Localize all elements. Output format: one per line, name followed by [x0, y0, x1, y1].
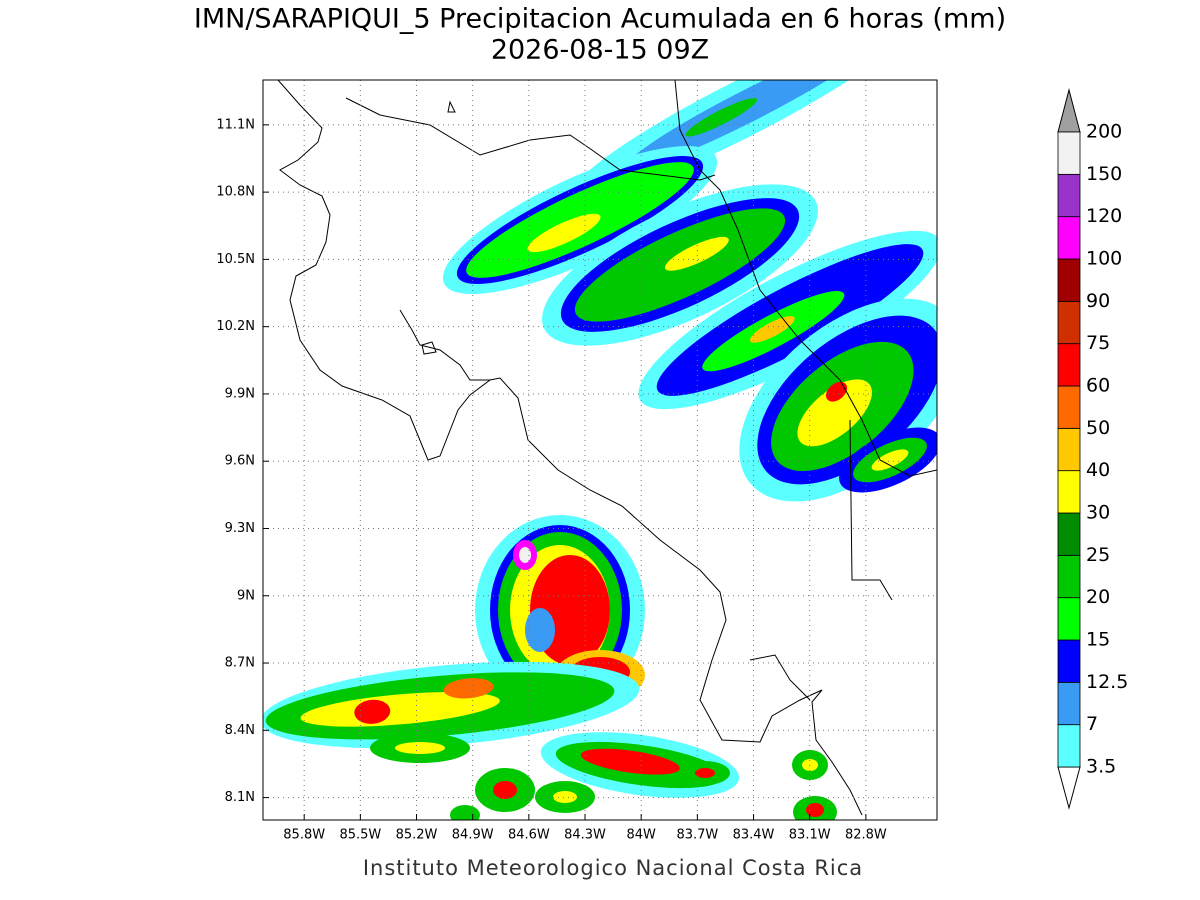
- grid: [263, 80, 937, 820]
- lat-tick-label: 10.2N: [216, 319, 255, 334]
- coastline: [277, 80, 937, 816]
- colorbar-label: 50: [1086, 417, 1110, 439]
- footer: Instituto Meteorologico Nacional Costa R…: [363, 856, 863, 880]
- colorbar-swatch: [1057, 597, 1081, 641]
- map-frame: [262, 79, 938, 821]
- colorbar-swatch: [1057, 385, 1081, 429]
- lon-tick-label: 84.6W: [508, 828, 550, 843]
- lon-tick-label: 85.5W: [339, 828, 381, 843]
- colorbar-label: 3.5: [1086, 756, 1116, 778]
- colorbar-swatch: [1057, 343, 1081, 387]
- lat-tick-label: 8.7N: [225, 656, 255, 671]
- precipitation-field: [263, 80, 937, 820]
- lat-tick-label: 9.9N: [225, 386, 255, 401]
- colorbar-swatch: [1057, 470, 1081, 514]
- colorbar-swatch: [1057, 639, 1081, 683]
- colorbar-under: [1057, 766, 1081, 810]
- lon-tick-label: 84.9W: [452, 828, 494, 843]
- lat-tick-label: 11.1N: [216, 117, 255, 132]
- colorbar-label: 40: [1086, 459, 1110, 481]
- lon-tick-label: 82.8W: [845, 828, 887, 843]
- lon-tick-label: 84.3W: [564, 828, 606, 843]
- colorbar-swatch: [1057, 258, 1081, 302]
- lon-tick-label: 84W: [626, 828, 656, 843]
- colorbar-swatch: [1057, 173, 1081, 218]
- lat-tick-label: 10.5N: [216, 252, 255, 267]
- colorbar-label: 15: [1086, 629, 1110, 651]
- lat-tick-label: 8.4N: [225, 723, 255, 738]
- lat-tick-label: 9.3N: [225, 521, 255, 536]
- colorbar-label: 25: [1086, 544, 1110, 566]
- lat-tick-label: 8.1N: [225, 790, 255, 805]
- colorbar-swatch: [1057, 724, 1081, 768]
- lat-tick-label: 9N: [237, 588, 255, 603]
- lon-tick-label: 85.2W: [396, 828, 438, 843]
- title: IMN/SARAPIQUI_5 Precipitacion Acumulada …: [194, 4, 1006, 35]
- colorbar-label: 7: [1086, 713, 1098, 735]
- colorbar-label: 90: [1086, 290, 1110, 312]
- colorbar-swatch: [1057, 554, 1081, 599]
- colorbar-swatch: [1057, 300, 1081, 345]
- subtitle: 2026-08-15 09Z: [491, 35, 709, 66]
- lon-tick-label: 83.4W: [733, 828, 775, 843]
- colorbar-swatch: [1057, 512, 1081, 556]
- colorbar-label: 30: [1086, 502, 1110, 524]
- colorbar-label: 150: [1086, 163, 1122, 185]
- colorbar-over: [1057, 88, 1081, 133]
- colorbar-label: 100: [1086, 248, 1122, 270]
- colorbar-swatch: [1057, 131, 1081, 175]
- lon-tick-label: 83.7W: [676, 828, 718, 843]
- lon-tick-label: 83.1W: [789, 828, 831, 843]
- colorbar-label: 200: [1086, 121, 1122, 143]
- colorbar-label: 60: [1086, 375, 1110, 397]
- colorbar-label: 20: [1086, 586, 1110, 608]
- colorbar-swatch: [1057, 681, 1081, 726]
- lon-tick-label: 85.8W: [283, 828, 325, 843]
- lat-tick-label: 9.6N: [225, 454, 255, 469]
- colorbar-label: 12.5: [1086, 671, 1128, 693]
- colorbar-swatch: [1057, 216, 1081, 260]
- colorbar-label: 75: [1086, 332, 1110, 354]
- lat-tick-label: 10.8N: [216, 185, 255, 200]
- colorbar-swatch: [1057, 427, 1081, 472]
- colorbar-label: 120: [1086, 205, 1122, 227]
